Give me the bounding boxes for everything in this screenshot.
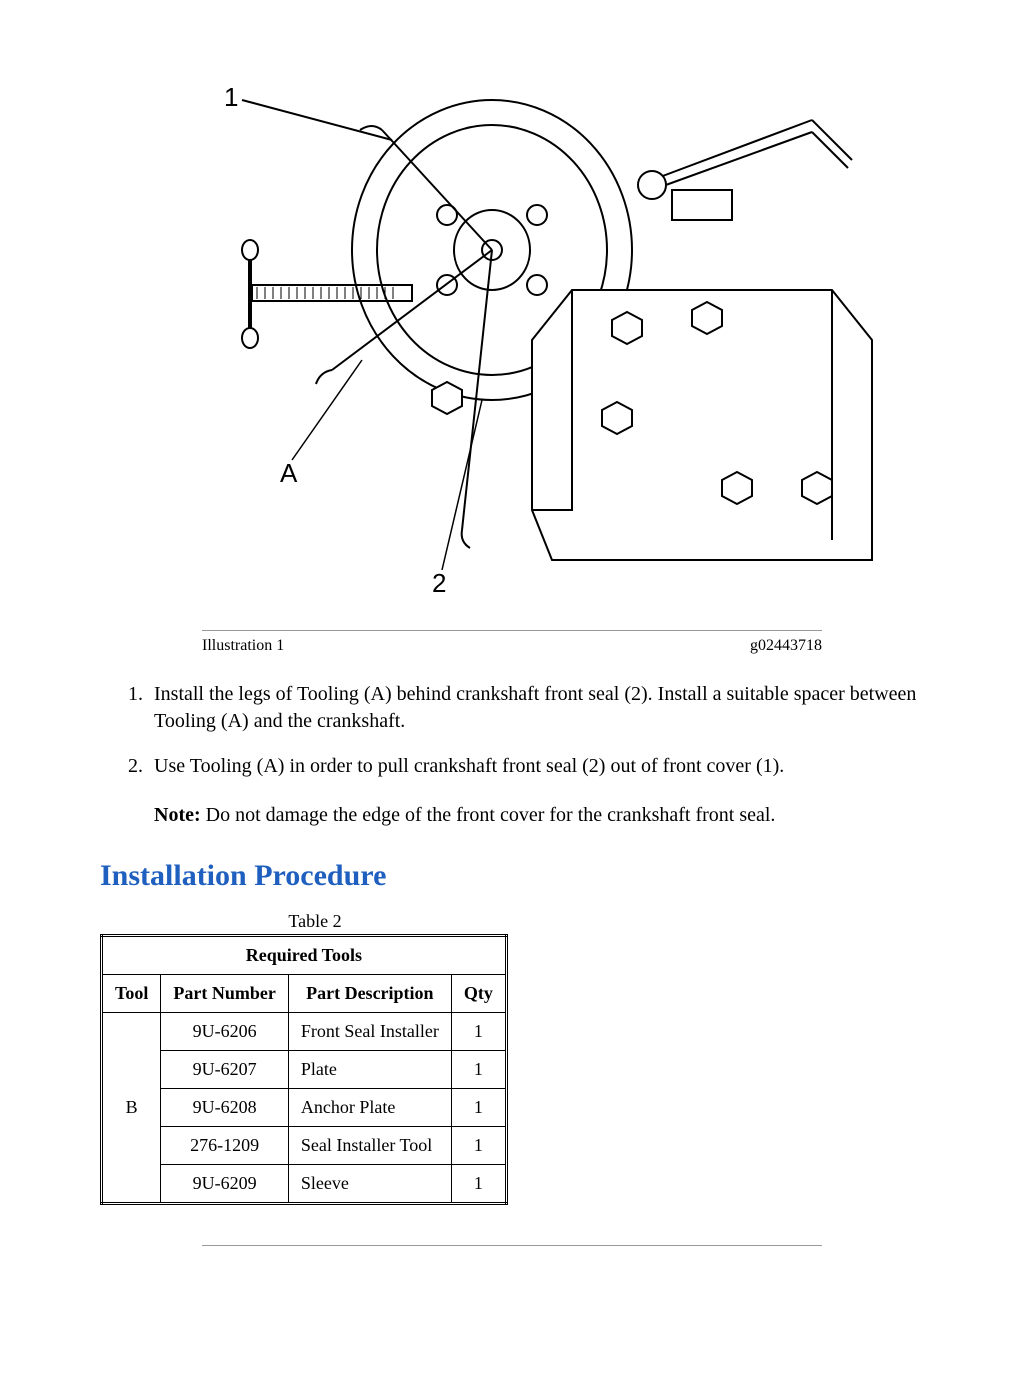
cell-desc: Plate [288, 1051, 451, 1089]
cell-desc: Anchor Plate [288, 1089, 451, 1127]
table-row: 276-1209 Seal Installer Tool 1 [102, 1127, 507, 1165]
cell-qty: 1 [451, 1051, 506, 1089]
table-row: 9U-6207 Plate 1 [102, 1051, 507, 1089]
step-1: Install the legs of Tooling (A) behind c… [148, 681, 924, 735]
required-tools-table: Required Tools Tool Part Number Part Des… [100, 934, 508, 1205]
note-line: Note: Do not damage the edge of the fron… [146, 804, 924, 827]
procedure-steps: Install the legs of Tooling (A) behind c… [100, 681, 924, 780]
cell-desc: Sleeve [288, 1165, 451, 1204]
section-heading: Installation Procedure [100, 859, 924, 893]
step-2: Use Tooling (A) in order to pull cranksh… [148, 753, 924, 780]
table-row: 9U-6209 Sleeve 1 [102, 1165, 507, 1204]
callout-1: 1 [224, 82, 238, 113]
note-label: Note: [154, 804, 201, 826]
tool-group: B [102, 1013, 161, 1204]
callout-2: 2 [432, 568, 446, 599]
cell-partnum: 9U-6208 [161, 1089, 288, 1127]
cell-qty: 1 [451, 1089, 506, 1127]
cell-partnum: 9U-6206 [161, 1013, 288, 1051]
cell-partnum: 9U-6207 [161, 1051, 288, 1089]
cell-qty: 1 [451, 1165, 506, 1204]
cell-qty: 1 [451, 1127, 506, 1165]
cell-desc: Seal Installer Tool [288, 1127, 451, 1165]
note-text: Do not damage the edge of the front cove… [201, 804, 776, 826]
table-title: Required Tools [102, 936, 507, 975]
col-part-number: Part Number [161, 975, 288, 1013]
table-caption: Table 2 [100, 911, 530, 932]
illustration-caption-right: g02443718 [750, 637, 822, 655]
table-row: 9U-6208 Anchor Plate 1 [102, 1089, 507, 1127]
bottom-rule [202, 1245, 822, 1246]
cell-qty: 1 [451, 1013, 506, 1051]
cell-desc: Front Seal Installer [288, 1013, 451, 1051]
col-part-description: Part Description [288, 975, 451, 1013]
cell-partnum: 276-1209 [161, 1127, 288, 1165]
cell-partnum: 9U-6209 [161, 1165, 288, 1204]
illustration-caption-left: Illustration 1 [202, 637, 284, 655]
illustration-diagram: 1 A 2 [132, 40, 892, 620]
table-row: B 9U-6206 Front Seal Installer 1 [102, 1013, 507, 1051]
illustration-rule [202, 630, 822, 631]
col-tool: Tool [102, 975, 161, 1013]
callout-a: A [280, 458, 297, 489]
col-qty: Qty [451, 975, 506, 1013]
